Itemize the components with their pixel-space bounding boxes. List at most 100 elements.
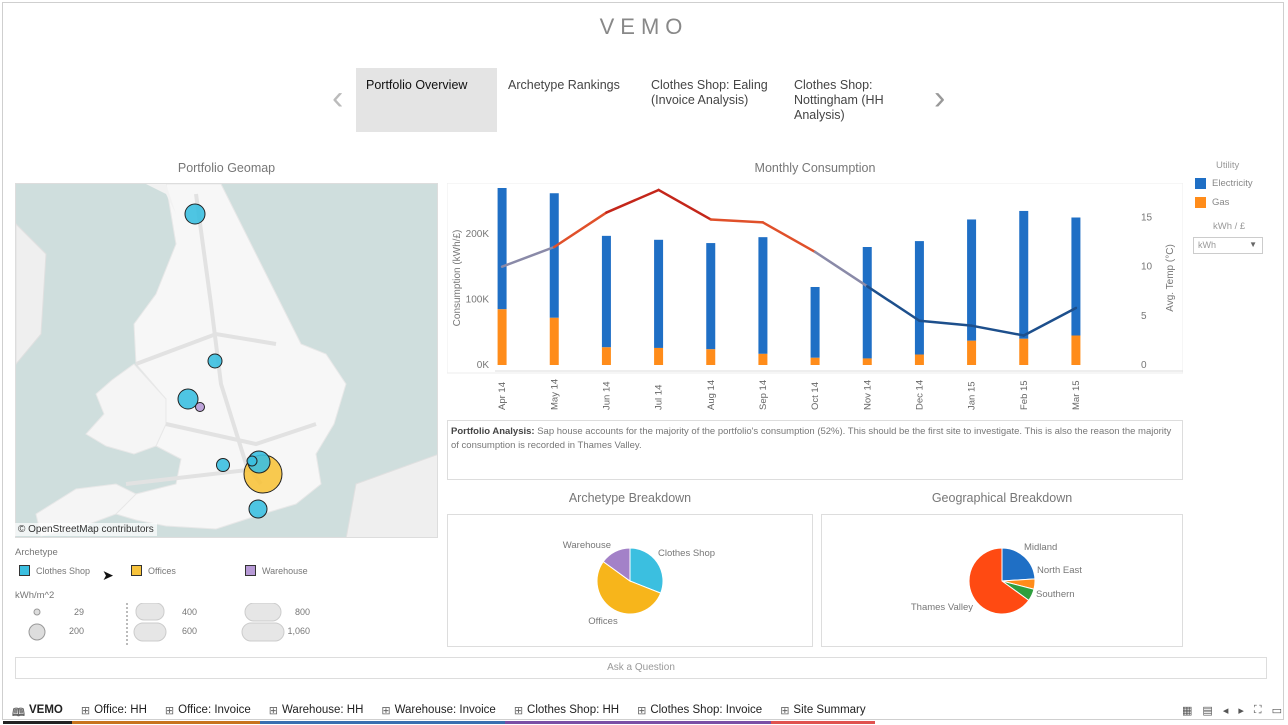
x-tick-label: Jul 14: [654, 385, 665, 410]
list-view-icon[interactable]: ▤: [1202, 705, 1213, 717]
bar-electricity[interactable]: [706, 243, 716, 350]
x-axis-ticks: Apr 14 May 14 Jun 14 Jul 14 Aug 14 Sep 14 Oct …: [495, 370, 1183, 410]
archetype-breakdown-panel[interactable]: Warehouse Clothes Shop Offices: [447, 514, 813, 647]
map-markers: [177, 203, 283, 519]
map-roads: [125, 193, 317, 486]
bar-gas[interactable]: [967, 340, 977, 365]
portfolio-geomap[interactable]: [15, 183, 438, 538]
y-left-ticks: 0K 100K 200K: [466, 229, 490, 371]
bar-electricity[interactable]: [497, 188, 507, 310]
bar-electricity[interactable]: [1071, 217, 1081, 336]
site-marker[interactable]: [207, 353, 223, 369]
bar-electricity[interactable]: [601, 235, 611, 348]
y-right-tick: 15: [1141, 213, 1153, 224]
bar-gas[interactable]: [601, 347, 611, 365]
bar-gas[interactable]: [706, 349, 716, 365]
bar-gas[interactable]: [497, 309, 507, 365]
pie-label-midland: Midland: [1024, 542, 1057, 553]
sheet-tab[interactable]: ⊞ Warehouse: HH: [259, 700, 373, 724]
legend-offices[interactable]: Offices: [131, 565, 176, 576]
chevron-down-icon: ▼: [1249, 240, 1257, 249]
bar-gas[interactable]: [862, 358, 872, 365]
bar-electricity[interactable]: [758, 237, 768, 354]
sheet-tab[interactable]: ⊞ Warehouse: Invoice: [372, 700, 505, 724]
site-marker[interactable]: [195, 402, 205, 412]
consumption-bars: [497, 188, 1081, 366]
bar-gas[interactable]: [1071, 335, 1081, 366]
bar-electricity[interactable]: [862, 247, 872, 359]
size-label-1060: 1,060: [287, 626, 310, 636]
bar-electricity[interactable]: [810, 286, 820, 358]
legend-clothes-shop[interactable]: Clothes Shop: [19, 565, 90, 576]
presentation-icon[interactable]: ▭: [1271, 705, 1282, 717]
prev-arrow-icon[interactable]: ‹: [332, 79, 344, 117]
archetype-legend-title: Archetype: [15, 547, 58, 558]
y-axis-right-label: Avg. Temp (°C): [1165, 244, 1176, 312]
pie-slice[interactable]: [629, 547, 664, 594]
fullscreen-icon[interactable]: ⛶: [1253, 704, 1262, 716]
pie-slice[interactable]: [968, 547, 1030, 615]
map-land-ireland: [16, 223, 47, 365]
pie-slice[interactable]: [596, 560, 662, 615]
tab-portfolio-overview[interactable]: Portfolio Overview: [356, 68, 497, 132]
bar-electricity[interactable]: [914, 241, 924, 355]
sheet-tab[interactable]: ⊞ Office: Invoice: [155, 700, 260, 724]
tab-clothes-shop-ealing[interactable]: Clothes Shop: Ealing (Invoice Analysis): [651, 78, 768, 107]
bar-gas[interactable]: [810, 357, 820, 365]
x-tick-label: Nov 14: [862, 380, 873, 410]
temperature-line: [500, 188, 1078, 337]
site-marker[interactable]: [248, 499, 268, 519]
bar-gas[interactable]: [1019, 338, 1029, 365]
bar-gas[interactable]: [549, 317, 559, 365]
utility-legend-electricity[interactable]: Electricity: [1195, 178, 1253, 189]
site-marker[interactable]: [177, 388, 199, 410]
temp-line-segment: [605, 188, 660, 214]
archetype-pie-chart: Warehouse Clothes Shop Offices: [563, 540, 715, 627]
sheet-tab[interactable]: 🕮 VEMO: [3, 700, 72, 724]
unit-select[interactable]: kWh ▼: [1193, 237, 1263, 254]
legend-warehouse[interactable]: Warehouse: [245, 565, 308, 576]
archetype-pie-slices: [596, 547, 664, 615]
y-left-tick: 200K: [466, 229, 490, 240]
temp-line-segment: [866, 285, 921, 322]
size-1060-marker: [241, 622, 285, 642]
bar-electricity[interactable]: [967, 219, 977, 341]
sheet-tab[interactable]: ⊞ Clothes Shop: Invoice: [628, 700, 772, 724]
bar-gas[interactable]: [758, 353, 768, 365]
offices-swatch: [131, 565, 142, 576]
worksheet-icon: ⊞: [80, 705, 91, 717]
size-label-600: 600: [181, 626, 197, 636]
scroll-right-icon[interactable]: ▸: [1238, 705, 1244, 717]
bar-electricity[interactable]: [1019, 210, 1029, 339]
size-label-400: 400: [181, 607, 197, 617]
monthly-consumption-chart[interactable]: Consumption (kWh/£) Avg. Temp (°C) 0K100…: [447, 183, 1183, 413]
next-arrow-icon[interactable]: ›: [934, 79, 946, 117]
geo-breakdown-panel[interactable]: Midland North East Southern Thames Valle…: [821, 514, 1183, 647]
ask-question-input[interactable]: Ask a Question: [15, 657, 1267, 679]
temp-line-segment: [970, 324, 1025, 337]
site-marker[interactable]: [246, 455, 258, 467]
tab-clothes-shop-nottingham[interactable]: Clothes Shop: Nottingham (HH Analysis): [794, 78, 884, 122]
sheet-tab[interactable]: ⊞ Clothes Shop: HH: [504, 700, 629, 724]
grid-view-icon[interactable]: ▦: [1182, 705, 1193, 717]
x-tick-label: May 14: [549, 379, 560, 410]
utility-legend-gas[interactable]: Gas: [1195, 197, 1229, 208]
sheet-tab[interactable]: ⊞ Site Summary: [771, 700, 875, 724]
chart-plot-border: [447, 183, 1183, 374]
pie-slice[interactable]: [1001, 547, 1036, 582]
bar-electricity[interactable]: [549, 193, 559, 318]
site-marker[interactable]: [216, 458, 230, 472]
bar-gas[interactable]: [914, 354, 924, 365]
sheet-tab[interactable]: ⊞ Office: HH: [71, 700, 156, 724]
y-right-ticks: 0 5 10 15: [1141, 213, 1153, 372]
sheet-tab-bar: 🕮 VEMO ⊞ Office: HH ⊞ Office: Invoice ⊞ Warehou…: [3, 700, 1285, 724]
pie-slice[interactable]: [602, 547, 631, 582]
tab-archetype-rankings[interactable]: Archetype Rankings: [508, 78, 620, 92]
bar-electricity[interactable]: [654, 239, 664, 348]
mouse-cursor-icon: ➤: [102, 567, 114, 583]
map-land-continent: [345, 454, 437, 537]
scroll-left-icon[interactable]: ◂: [1222, 705, 1229, 717]
bar-gas[interactable]: [654, 347, 664, 365]
site-marker[interactable]: [184, 203, 206, 225]
x-tick-label: Jan 15: [967, 381, 978, 410]
